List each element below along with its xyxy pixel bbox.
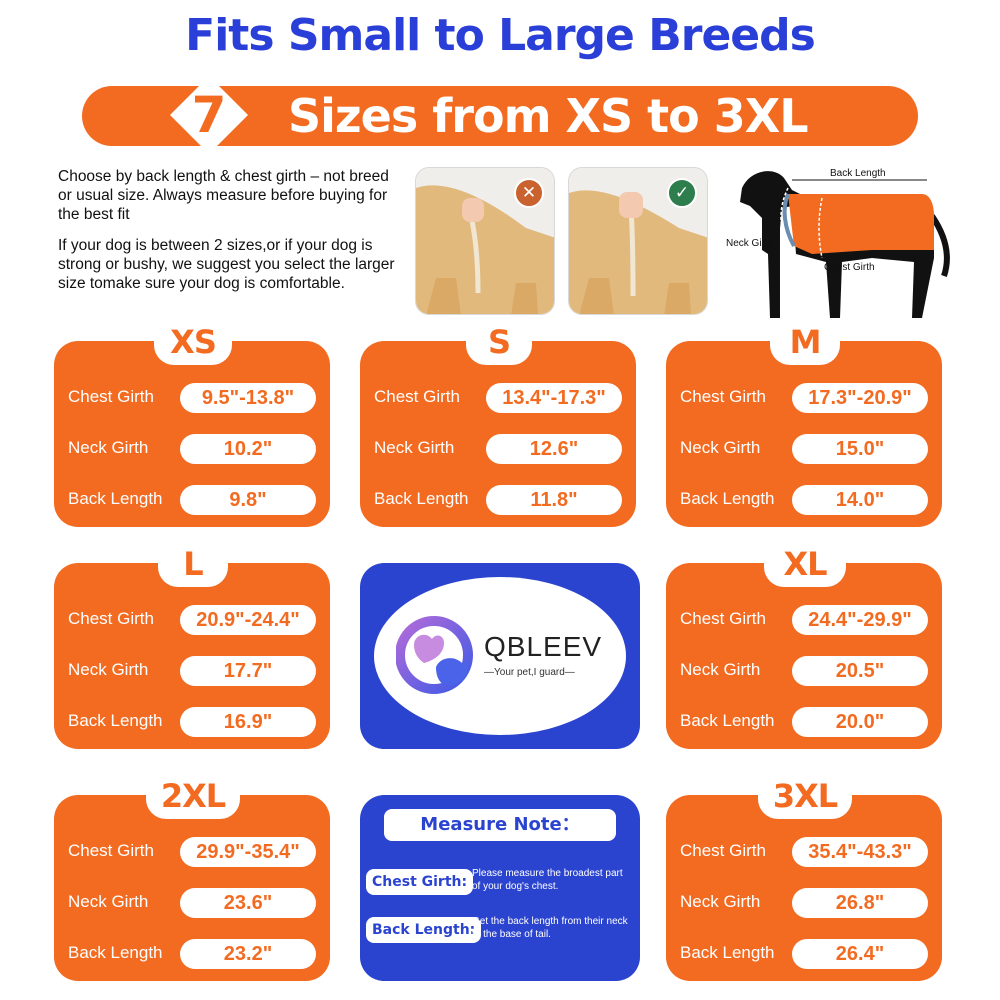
page-title: Fits Small to Large Breeds — [185, 10, 816, 61]
back-length-value: 9.8" — [180, 485, 316, 515]
size-card-xl: XL Chest Girth 24.4"-29.9" Neck Girth 20… — [666, 541, 942, 749]
chest-girth-value: 17.3"-20.9" — [792, 383, 928, 413]
diamond-badge-icon — [170, 76, 248, 154]
dog-diagram: Back Length Neck Girth Chest Girth — [722, 158, 952, 328]
chest-girth-label: Chest Girth — [680, 841, 766, 860]
dog-measure-illustration — [416, 168, 554, 314]
chest-girth-label: Chest Girth — [680, 387, 766, 406]
chest-girth-value: 29.9"-35.4" — [180, 837, 316, 867]
back-length-note: Get the back length from their neck to t… — [472, 916, 628, 940]
neck-girth-label: Neck Girth — [680, 892, 761, 911]
size-label: 3XL — [758, 773, 852, 819]
back-length-label: Back Length — [68, 489, 163, 508]
back-length-label: Back Length — [830, 168, 886, 179]
chest-girth-value: 24.4"-29.9" — [792, 605, 928, 635]
neck-girth-value: 26.8" — [792, 888, 928, 918]
neck-girth-value: 10.2" — [180, 434, 316, 464]
chest-girth-value: 13.4"-17.3" — [486, 383, 622, 413]
size-label: 2XL — [146, 773, 240, 819]
intro-paragraph-2: If your dog is between 2 sizes,or if you… — [58, 237, 395, 292]
back-length-label: Back Length — [374, 489, 469, 508]
size-card-xs: XS Chest Girth 9.5"-13.8" Neck Girth 10.… — [54, 319, 330, 527]
back-length-label: Back Length — [680, 711, 775, 730]
neck-girth-label: Neck Girth — [680, 660, 761, 679]
size-card-l: L Chest Girth 20.9"-24.4" Neck Girth 17.… — [54, 541, 330, 749]
size-label: M — [770, 319, 840, 365]
intro-paragraph-1: Choose by back length & chest girth – no… — [58, 168, 389, 223]
neck-girth-value: 23.6" — [180, 888, 316, 918]
dog-measure-illustration — [569, 168, 707, 314]
neck-girth-label: Neck Girth — [680, 438, 761, 457]
measure-note-title: Measure Note： — [384, 809, 616, 841]
neck-girth-value: 17.7" — [180, 656, 316, 686]
size-label: S — [466, 319, 532, 365]
neck-girth-label: Neck Girth — [68, 660, 149, 679]
size-label: XS — [154, 319, 232, 365]
chest-girth-value: 9.5"-13.8" — [180, 383, 316, 413]
chest-girth-label: Chest Girth — [374, 387, 460, 406]
chest-girth-label: Chest Girth — [68, 841, 154, 860]
size-label: L — [158, 541, 228, 587]
size-count: 7 — [191, 86, 227, 144]
neck-girth-label: Neck Girth — [726, 238, 774, 249]
chest-girth-label: Chest Girth — [68, 387, 154, 406]
chest-girth-value: 20.9"-24.4" — [180, 605, 316, 635]
correct-measure-photo: ✓ — [568, 167, 708, 315]
size-card-2xl: 2XL Chest Girth 29.9"-35.4" Neck Girth 2… — [54, 773, 330, 981]
back-length-value: 11.8" — [486, 485, 622, 515]
back-length-label: Back Length — [68, 711, 163, 730]
cross-icon: ✕ — [514, 178, 544, 208]
banner-text: Sizes from XS to 3XL — [288, 89, 809, 143]
neck-girth-label: Neck Girth — [68, 892, 149, 911]
back-length-value: 23.2" — [180, 939, 316, 969]
chest-girth-label: Chest Girth — [680, 609, 766, 628]
chest-girth-tag: Chest Girth: — [366, 869, 474, 895]
neck-girth-value: 12.6" — [486, 434, 622, 464]
brand-tagline: —Your pet,I guard— — [484, 667, 575, 678]
brand-oval: QBLEEV —Your pet,I guard— — [374, 577, 626, 735]
neck-girth-value: 20.5" — [792, 656, 928, 686]
check-icon: ✓ — [667, 178, 697, 208]
back-length-value: 26.4" — [792, 939, 928, 969]
size-label: XL — [764, 541, 846, 587]
back-length-value: 20.0" — [792, 707, 928, 737]
neck-girth-label: Neck Girth — [374, 438, 455, 457]
chest-girth-value: 35.4"-43.3" — [792, 837, 928, 867]
back-length-label: Back Length — [680, 489, 775, 508]
back-length-label: Back Length — [680, 943, 775, 962]
size-card-m: M Chest Girth 17.3"-20.9" Neck Girth 15.… — [666, 319, 942, 527]
back-length-label: Back Length — [68, 943, 163, 962]
wrong-measure-photo: ✕ — [415, 167, 555, 315]
back-length-tag: Back Length: — [366, 917, 482, 943]
dog-silhouette-icon — [740, 171, 950, 318]
chest-girth-label: Chest Girth — [824, 262, 875, 273]
measure-note-card: Measure Note： Chest Girth: Please measur… — [360, 795, 640, 981]
chest-girth-label: Chest Girth — [68, 609, 154, 628]
pet-logo-icon — [396, 616, 473, 694]
size-card-3xl: 3XL Chest Girth 35.4"-43.3" Neck Girth 2… — [666, 773, 942, 981]
neck-girth-label: Neck Girth — [68, 438, 149, 457]
back-length-value: 14.0" — [792, 485, 928, 515]
chest-girth-note: Please measure the broadest part of your… — [472, 868, 623, 892]
back-length-value: 16.9" — [180, 707, 316, 737]
brand-card: QBLEEV —Your pet,I guard— — [360, 563, 640, 749]
brand-name: QBLEEV — [484, 631, 603, 662]
size-card-s: S Chest Girth 13.4"-17.3" Neck Girth 12.… — [360, 319, 636, 527]
neck-girth-value: 15.0" — [792, 434, 928, 464]
